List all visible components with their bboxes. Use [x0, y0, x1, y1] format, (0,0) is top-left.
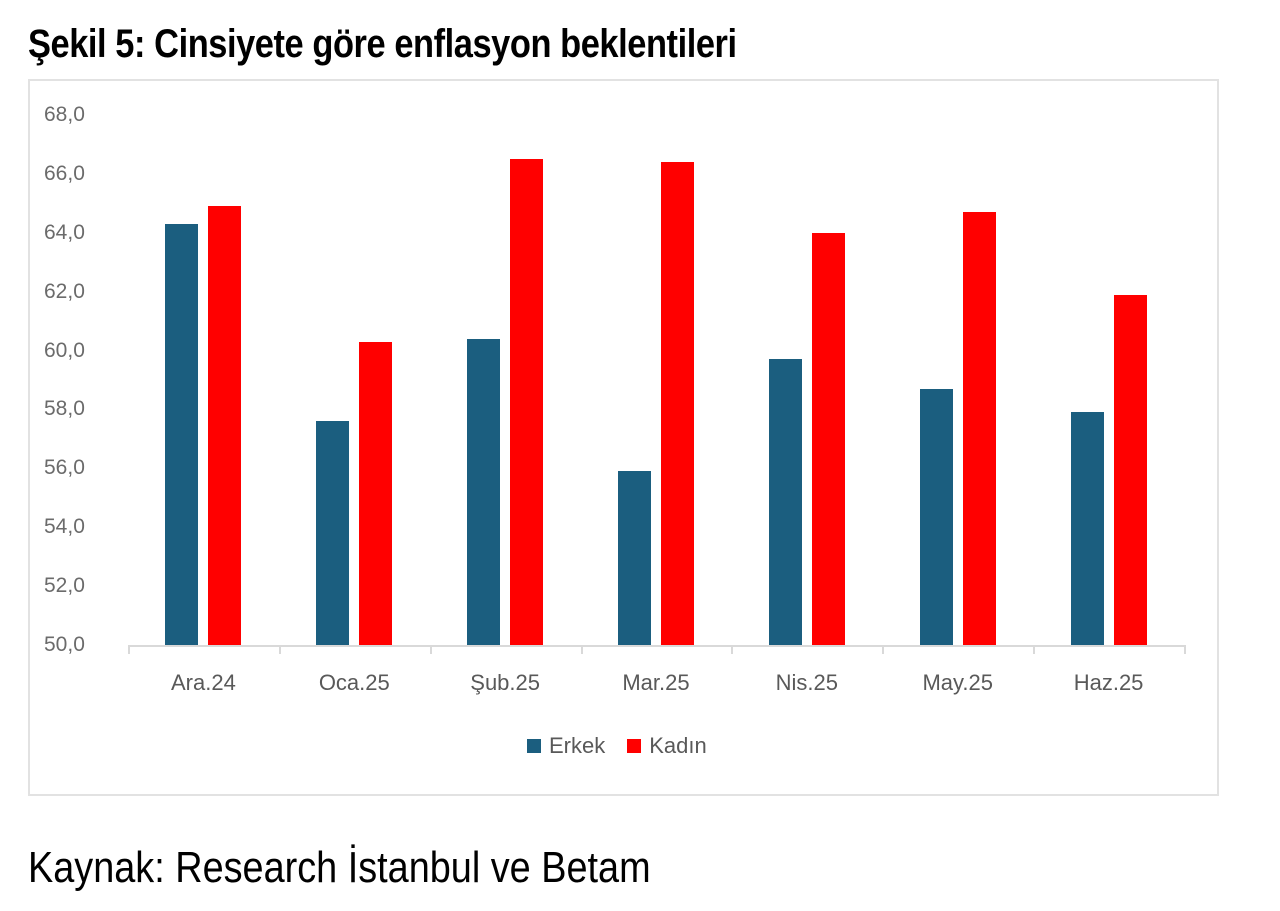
y-tick-label: 64,0 — [44, 220, 85, 244]
x-tick-label: Oca.25 — [318, 670, 390, 695]
x-tick-mark — [1184, 645, 1186, 654]
x-tick-mark — [580, 645, 583, 654]
x-tick-label: May.25 — [922, 670, 993, 695]
y-tick-label: 58,0 — [44, 397, 85, 421]
legend-item-erkek: Erkek — [527, 733, 605, 759]
y-tick-label: 50,0 — [44, 633, 85, 656]
bar-kadin-Mar.25 — [661, 162, 694, 645]
y-tick-label: 68,0 — [44, 103, 85, 126]
bar-erkek-Şub.25 — [467, 338, 501, 645]
bar-erkek-Nis.25 — [768, 359, 802, 645]
bar-kadin-Ara.24 — [208, 206, 242, 645]
bar-kadin-Haz.25 — [1113, 294, 1147, 645]
y-tick-label: 54,0 — [44, 515, 85, 539]
bar-erkek-Ara.24 — [165, 223, 199, 645]
bar-erkek-May.25 — [919, 388, 953, 645]
x-axis-line — [128, 645, 1184, 647]
legend-swatch-erkek — [527, 739, 541, 753]
x-tick-label: Nis.25 — [775, 670, 839, 695]
x-tick-label: Mar.25 — [622, 670, 690, 695]
legend: Erkek Kadın — [527, 733, 721, 759]
x-tick-mark — [1033, 645, 1036, 654]
source-note: Kaynak: Research İstanbul ve Betam — [28, 843, 651, 892]
bar-erkek-Haz.25 — [1070, 412, 1104, 645]
bar-erkek-Oca.25 — [316, 421, 350, 645]
x-tick-mark — [731, 645, 734, 654]
bar-kadin-May.25 — [962, 212, 996, 645]
y-tick-label: 62,0 — [44, 279, 85, 303]
bar-kadin-Nis.25 — [811, 232, 845, 645]
y-tick-label: 60,0 — [44, 338, 85, 362]
bar-kadin-Oca.25 — [359, 341, 393, 645]
legend-label-kadin: Kadın — [649, 733, 707, 758]
x-tick-mark — [128, 645, 130, 654]
legend-label-erkek: Erkek — [549, 733, 606, 758]
chart-title: Şekil 5: Cinsiyete göre enflasyon beklen… — [28, 22, 737, 66]
x-tick-label: Ara.24 — [171, 670, 236, 695]
y-tick-label: 56,0 — [44, 456, 85, 480]
x-tick-label: Haz.25 — [1073, 670, 1144, 695]
y-tick-label: 66,0 — [44, 161, 85, 185]
x-tick-mark — [278, 645, 281, 654]
y-tick-label: 52,0 — [44, 574, 85, 598]
legend-item-kadin: Kadın — [627, 733, 707, 759]
x-tick-label: Şub.25 — [470, 670, 540, 695]
x-tick-mark — [429, 645, 432, 654]
bar-kadin-Şub.25 — [510, 159, 544, 645]
x-tick-mark — [882, 645, 885, 654]
bar-erkek-Mar.25 — [618, 471, 651, 645]
legend-swatch-kadin — [627, 739, 642, 753]
